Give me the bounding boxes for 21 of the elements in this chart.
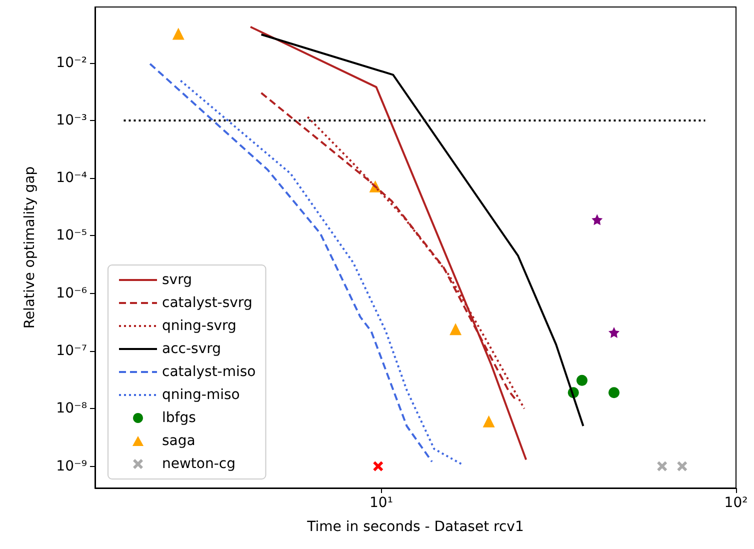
y-tick-label: 10⁻⁹ — [56, 458, 88, 474]
legend-label: newton-cg — [162, 456, 236, 472]
legend-label: svrg — [162, 272, 192, 288]
legend-label: lbfgs — [162, 410, 196, 426]
y-axis-title: Relative optimality gap — [22, 166, 38, 329]
x-tick-label: 10² — [724, 495, 748, 511]
x-axis-title: Time in seconds - Dataset rcv1 — [306, 519, 524, 535]
y-tick-label: 10⁻⁶ — [56, 285, 88, 302]
legend-label: saga — [162, 433, 196, 449]
y-tick-label: 10⁻² — [56, 54, 87, 71]
legend-label: qning-miso — [162, 387, 240, 403]
y-tick-label: 10⁻⁸ — [56, 400, 88, 417]
legend-label: acc-svrg — [162, 341, 222, 357]
y-tick-label: 10⁻⁷ — [56, 343, 87, 360]
y-tick-label: 10⁻⁵ — [56, 228, 87, 244]
legend-label: catalyst-svrg — [162, 295, 252, 311]
x-tick-label: 10¹ — [370, 495, 393, 511]
legend-label: catalyst-miso — [162, 364, 256, 380]
y-tick-label: 10⁻⁴ — [56, 170, 88, 186]
legend-label: qning-svrg — [162, 318, 236, 334]
y-tick-label: 10⁻³ — [56, 112, 87, 128]
